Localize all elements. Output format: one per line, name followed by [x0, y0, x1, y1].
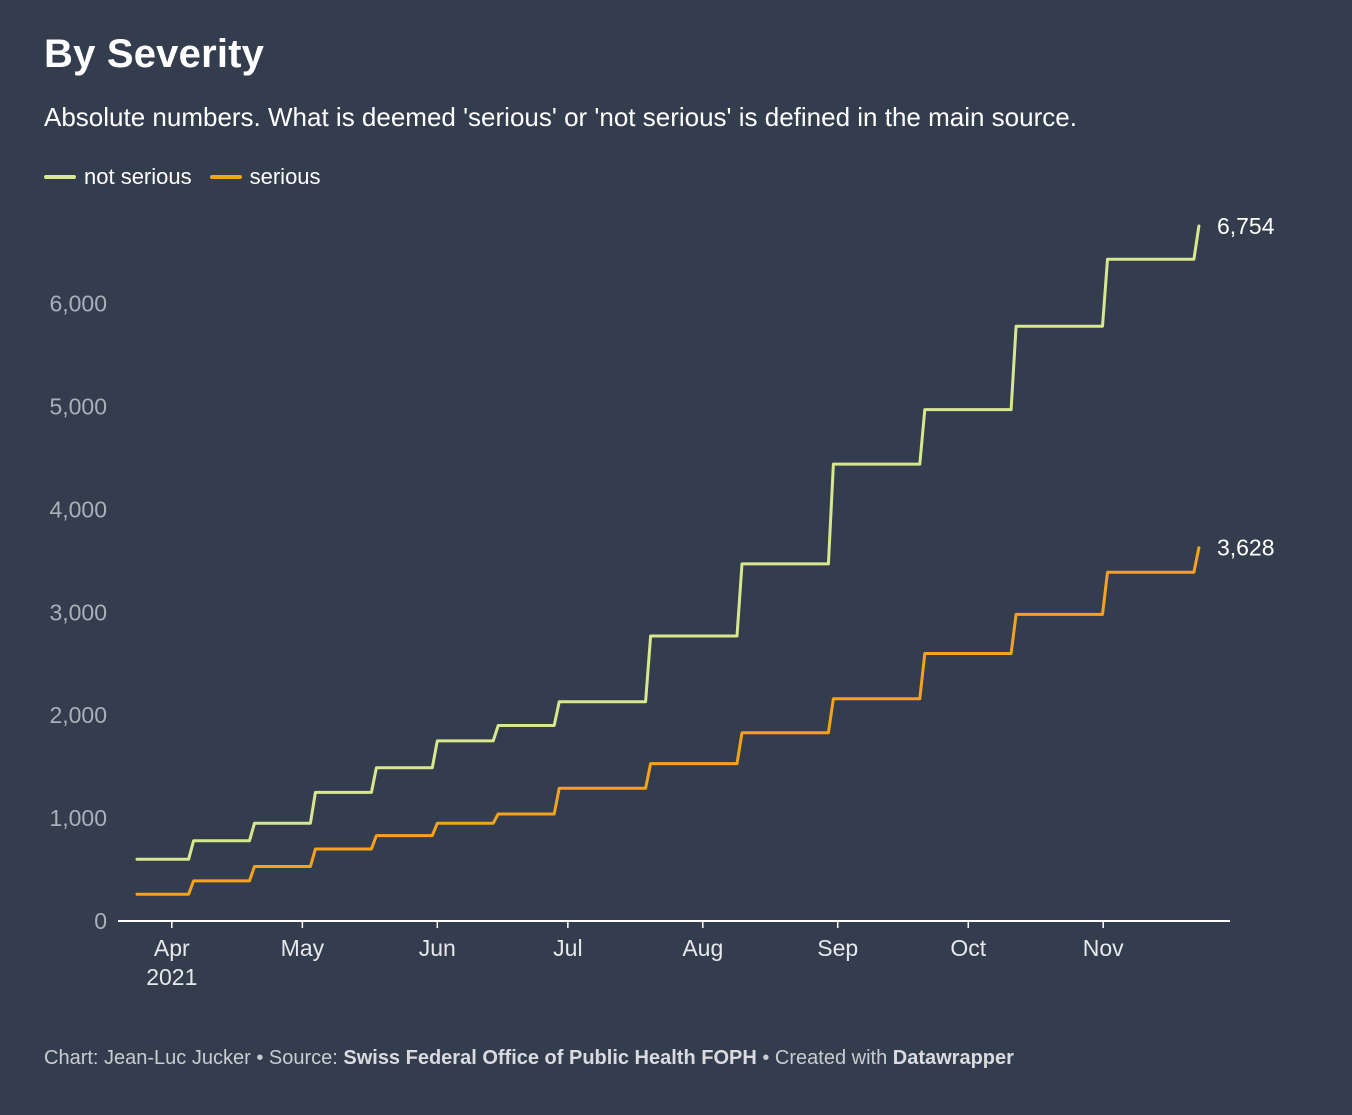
legend-label-not-serious: not serious [84, 164, 192, 189]
x-tick-label: May [281, 935, 325, 961]
x-tick-label: Apr [154, 935, 190, 961]
end-label-serious: 3,628 [1217, 535, 1275, 561]
legend-label-serious: serious [249, 164, 321, 189]
legend-item-serious: serious [209, 164, 321, 190]
footer-tool-link[interactable]: Datawrapper [892, 1047, 1014, 1069]
y-tick-label: 0 [94, 908, 107, 934]
x-tick-label: Aug [682, 935, 723, 961]
x-tick-label: Jun [419, 935, 456, 961]
x-tick-label: Jul [553, 935, 582, 961]
y-tick-label: 5,000 [49, 393, 107, 419]
footer-created-with: • Created with [756, 1047, 893, 1069]
y-tick-label: 6,000 [49, 291, 107, 317]
footer-credit: Chart: Jean-Luc Jucker • Source: [44, 1047, 344, 1069]
x-tick-label: Sep [817, 935, 858, 961]
legend-swatch-not-serious [44, 175, 76, 179]
y-tick-label: 2,000 [49, 702, 107, 728]
end-label-not-serious: 6,754 [1217, 213, 1275, 239]
y-tick-label: 1,000 [49, 805, 107, 831]
footer-source-link[interactable]: Swiss Federal Office of Public Health FO… [343, 1047, 757, 1069]
y-tick-label: 3,000 [49, 599, 107, 625]
series-line-not-serious [135, 224, 1201, 861]
y-tick-label: 4,000 [49, 496, 107, 522]
series-line-serious [135, 546, 1201, 896]
chart-footer: Chart: Jean-Luc Jucker • Source: Swiss F… [44, 1047, 1014, 1070]
x-tick-label: Oct [950, 935, 986, 961]
legend-swatch-serious [209, 175, 242, 179]
x-tick-label: Nov [1083, 935, 1124, 961]
legend-item-not-serious: not serious [44, 164, 192, 190]
chart-title: By Severity [44, 32, 265, 76]
chart-subtitle: Absolute numbers. What is deemed 'seriou… [44, 102, 1077, 132]
x-tick-sublabel: 2021 [146, 964, 197, 990]
legend: not serious serious [44, 164, 339, 190]
